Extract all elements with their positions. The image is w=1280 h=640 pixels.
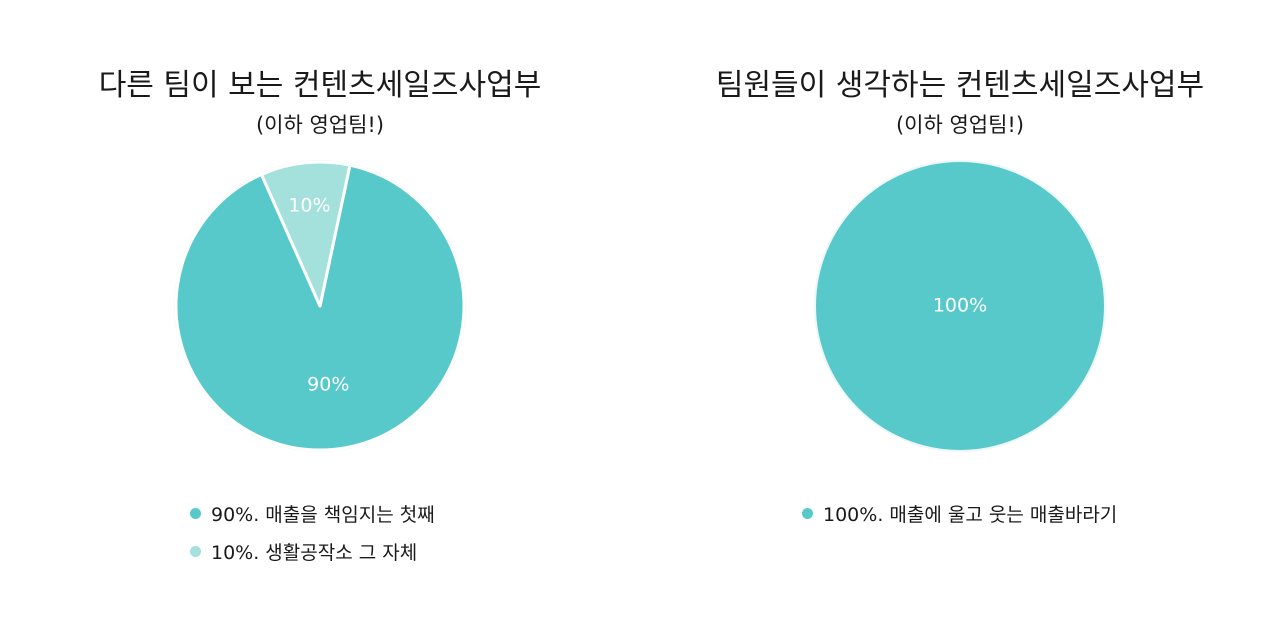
pie-0-label-0: 90%: [307, 373, 349, 395]
pie-0-slice-1: [259, 160, 352, 308]
left-chart-panel: 다른 팀이 보는 컨텐츠세일즈사업부 (이하 영업팀!) 90% 10% 90%.…: [98, 68, 542, 570]
left-chart-title: 다른 팀이 보는 컨텐츠세일즈사업부: [98, 68, 542, 103]
pie-1-slice-0: [816, 162, 1104, 450]
pie-0-label-1: 10%: [288, 194, 330, 216]
legend-swatch: [190, 545, 201, 557]
right-chart-title: 팀원들이 생각하는 컨텐츠세일즈사업부: [715, 68, 1205, 103]
pie-1-label-0: 100%: [933, 295, 987, 317]
right-chart-panel: 팀원들이 생각하는 컨텐츠세일즈사업부 (이하 영업팀!) 100% 100%.…: [640, 0, 1280, 640]
pie-0-slice-0: [174, 163, 466, 452]
legend-item-0-1: 10%. 생활공작소 그 자체: [190, 532, 435, 570]
legend-swatch: [190, 507, 201, 519]
right-chart-legend: 100%. 매출에 울고 웃는 매출바라기: [802, 494, 1117, 532]
left-pie-chart: 90% 10%: [174, 160, 466, 452]
legend-label: 10%. 생활공작소 그 자체: [211, 541, 418, 564]
left-chart-subtitle: (이하 영업팀!): [255, 113, 385, 137]
legend-item-1-0: 100%. 매출에 울고 웃는 매출바라기: [802, 494, 1117, 532]
legend-label: 90%. 매출을 책임지는 첫째: [211, 503, 435, 526]
left-chart-legend: 90%. 매출을 책임지는 첫째 10%. 생활공작소 그 자체: [190, 494, 435, 570]
legend-swatch: [802, 507, 813, 519]
right-chart-subtitle: (이하 영업팀!): [895, 113, 1025, 137]
right-pie-chart: 100%: [814, 160, 1106, 452]
legend-label: 100%. 매출에 울고 웃는 매출바라기: [823, 503, 1118, 526]
legend-item-0-0: 90%. 매출을 책임지는 첫째: [190, 494, 435, 532]
